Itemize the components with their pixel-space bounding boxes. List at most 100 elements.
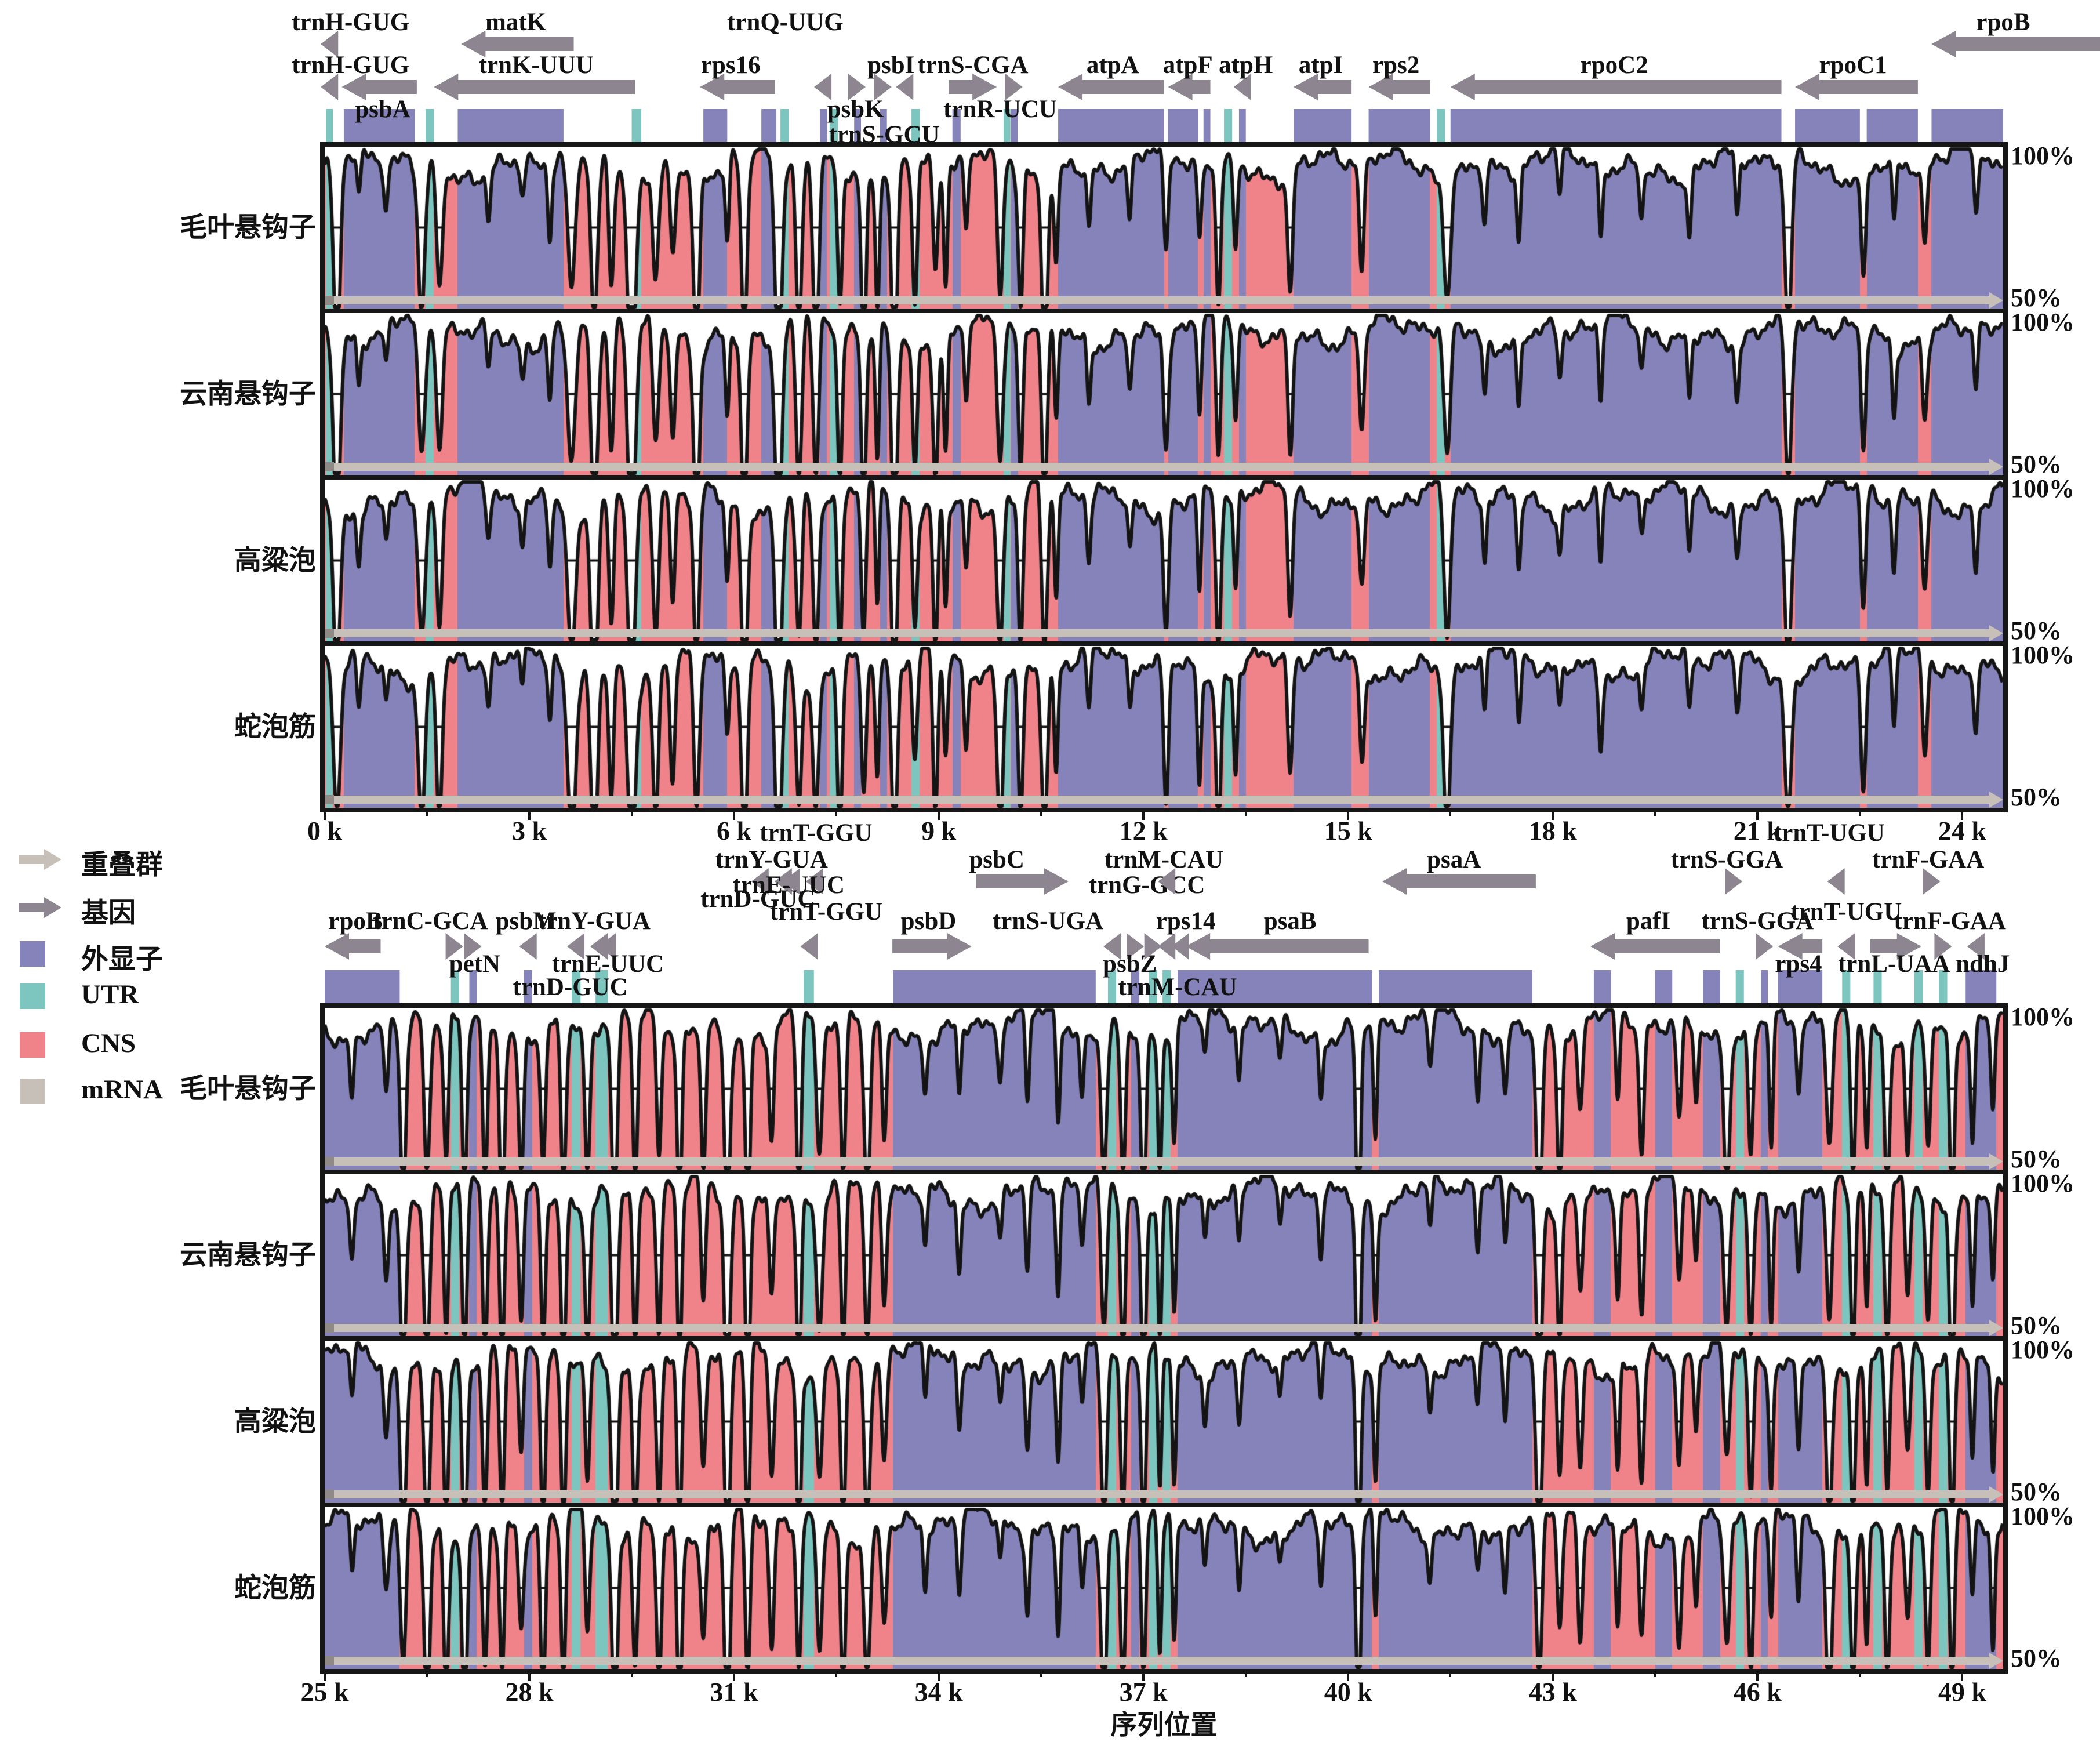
gene-label-trnt-ggu: trnT-GGU <box>770 898 882 926</box>
contig-arrowhead <box>1989 625 2003 641</box>
exon-block <box>343 109 415 142</box>
axis-tick-label: 31 k <box>710 1677 758 1707</box>
gene-label-psba: psbA <box>355 96 410 123</box>
percent-label-50: 50% <box>2011 1644 2062 1672</box>
gene-arrow-rpob <box>325 933 381 960</box>
axis-minor-tick <box>426 809 428 816</box>
gene-label-trns-uga: trnS-UGA <box>993 908 1103 935</box>
exon-block <box>1593 970 1611 1003</box>
gene-arrowhead-trnt-ugu <box>1827 868 1845 895</box>
contig-arrow-notch <box>325 1323 334 1333</box>
legend-label: 基因 <box>81 898 136 928</box>
axis-tick-label: 0 k <box>307 816 343 845</box>
gene-label-trnf-gaa: trnF-GAA <box>1872 846 1984 873</box>
axis-minor-tick <box>1449 1670 1452 1677</box>
gene-label-rps14: rps14 <box>1156 908 1216 935</box>
alignment-row <box>320 641 2008 812</box>
gene-label-trnc-gca: trnC-GCA <box>373 908 488 935</box>
gene-arrowhead-psbm <box>519 933 537 960</box>
contig-arrow <box>325 792 2003 808</box>
alignment-row <box>320 1170 2008 1341</box>
utr-block <box>572 970 581 1003</box>
gene-label-trnf-gaa: trnF-GAA <box>1894 908 2005 935</box>
alignment-row <box>320 475 2008 646</box>
percent-label-100: 100% <box>2011 641 2074 669</box>
identity-plot-canvas <box>325 480 2003 641</box>
utr-swatch-icon <box>20 983 45 1009</box>
axis-tick <box>1552 809 1554 820</box>
gene-arrow-psba <box>341 74 417 100</box>
exon-block <box>893 970 1096 1003</box>
axis-tick <box>528 1670 531 1681</box>
contig-arrowhead <box>1989 1653 2003 1669</box>
gene-label-trnq-uug: trnQ-UUG <box>727 9 844 36</box>
contig-arrow-body <box>325 296 1989 304</box>
axis-minor-tick <box>1654 1670 1656 1677</box>
axis-tick <box>733 1670 736 1681</box>
axis-minor-tick <box>1859 809 1861 816</box>
utr-block <box>426 109 434 142</box>
gene-arrow-rpoc1 <box>1795 74 1918 100</box>
identity-plot-canvas <box>325 1008 2003 1170</box>
percent-label-50: 50% <box>2011 783 2062 811</box>
utr-block <box>450 970 459 1003</box>
identity-plot-canvas <box>325 1341 2003 1503</box>
gene-arrowhead-trnf-gaa <box>1934 933 1952 960</box>
contig-arrow-notch <box>325 1157 334 1166</box>
utr-block <box>1873 970 1882 1003</box>
species-label: 高粱泡 <box>234 1406 316 1437</box>
gene-label-trns-gga: trnS-GGA <box>1702 908 1814 935</box>
axis-minor-tick <box>1654 809 1656 816</box>
exon-block <box>1655 970 1673 1003</box>
gene-label-trnt-ggu: trnT-GGU <box>760 819 872 847</box>
gene-label-trnk-uuu: trnK-UUU <box>479 52 594 79</box>
gene-arrow-atpa <box>1058 74 1164 100</box>
contig-arrowhead <box>1989 1320 2003 1336</box>
gene-label-trnt-ugu: trnT-UGU <box>1790 898 1902 926</box>
gene-arrow-atpf <box>1168 74 1211 100</box>
gene-label-psab: psaB <box>1264 908 1317 935</box>
utr-block <box>829 109 838 142</box>
contig-arrow-body <box>325 1490 1989 1498</box>
axis-tick <box>733 809 736 820</box>
contig-arrow <box>325 459 2003 475</box>
gene-arrowhead-trnr-ucu <box>1005 74 1023 100</box>
gene-label-psaa: psaA <box>1427 846 1481 873</box>
gene-arrow-trnl-uaa <box>1870 933 1921 960</box>
axis-tick <box>1756 809 1759 820</box>
exon-block <box>1778 970 1823 1003</box>
axis-tick <box>1961 1670 1964 1681</box>
gene-label-trnm-cau: trnM-CAU <box>1118 974 1237 1001</box>
axis-minor-tick <box>631 809 633 816</box>
gene-label-trne-uuc: trnE-UUC <box>552 950 664 978</box>
axis-tick <box>1961 809 1964 820</box>
percent-label-50: 50% <box>2011 1478 2062 1506</box>
percent-label-50: 50% <box>2011 450 2062 478</box>
contig-arrow-notch <box>325 629 334 638</box>
gene-label-rps4: rps4 <box>1775 950 1822 978</box>
gene-arrowhead-trnt-ugu <box>1837 933 1855 960</box>
contig-arrow-icon <box>19 849 61 870</box>
gene-arrowhead-psbz <box>1127 933 1145 960</box>
axis-tick <box>528 809 531 820</box>
gene-arrow-pafi <box>1590 933 1720 960</box>
gene-label-trnh-gug: trnH-GUG <box>292 52 409 79</box>
axis-minor-tick <box>1245 1670 1247 1677</box>
legend-label: 重叠群 <box>81 850 163 880</box>
exon-block <box>820 109 827 142</box>
exon-block <box>854 109 861 142</box>
gene-arrow-rps16 <box>700 74 775 100</box>
axis-tick <box>938 809 940 820</box>
axis-tick-label: 49 k <box>1938 1677 1986 1707</box>
gene-arrowhead-trnh-gug <box>321 74 339 100</box>
gene-label-trnd-guc: trnD-GUC <box>700 885 815 913</box>
gene-label-rpoc1: rpoC1 <box>1819 52 1887 79</box>
utr-block <box>780 109 789 142</box>
cns-swatch-icon <box>20 1032 45 1058</box>
gene-arrowhead-trnm-cau <box>1158 868 1176 895</box>
axis-tick-label: 3 k <box>512 816 547 845</box>
axis-tick-label: 24 k <box>1938 816 1986 845</box>
gene-arrow-psab <box>1186 933 1369 960</box>
exon-block <box>1168 109 1198 142</box>
